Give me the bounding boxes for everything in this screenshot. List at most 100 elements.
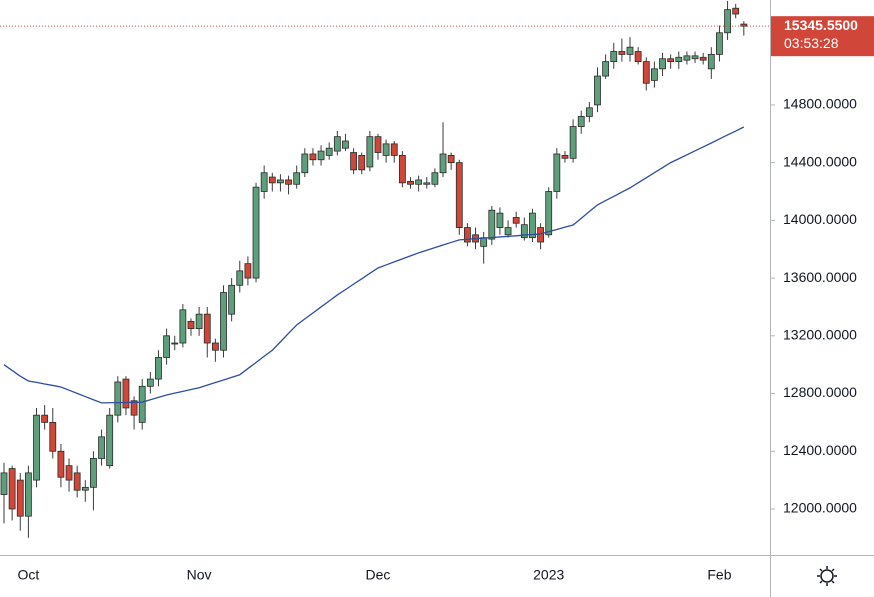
- candle-body: [610, 51, 618, 63]
- candle-body: [179, 309, 187, 344]
- settings-icon[interactable]: [817, 566, 837, 586]
- candle-body: [407, 180, 414, 185]
- candle-body: [0, 472, 8, 495]
- candle-body: [171, 342, 179, 345]
- candle-body: [602, 61, 610, 77]
- candle-body: [699, 56, 707, 61]
- y-tick-label: 12800.0000: [783, 384, 857, 400]
- candle-body: [81, 486, 89, 491]
- candle-body: [187, 320, 195, 329]
- candle-body: [195, 313, 203, 329]
- candle-body: [642, 61, 650, 84]
- candle-body: [301, 153, 309, 174]
- y-tick-label: 13600.0000: [783, 269, 857, 285]
- candle-body: [122, 378, 130, 409]
- candle-body: [553, 153, 561, 192]
- x-tick-label: 2023: [533, 567, 564, 583]
- candle-body: [431, 172, 439, 185]
- candle-body: [707, 54, 715, 70]
- candle-body: [277, 179, 284, 184]
- candle-body: [659, 58, 666, 70]
- y-tick-label: 14800.0000: [783, 96, 857, 112]
- candle-body: [90, 458, 97, 488]
- candle-body: [155, 357, 162, 380]
- candle-body: [447, 155, 455, 164]
- candle-body: [488, 209, 496, 240]
- candle-body: [358, 155, 366, 171]
- candle-body: [512, 217, 520, 224]
- candle-body: [561, 155, 569, 159]
- candle-body: [33, 414, 40, 481]
- candle-body: [73, 472, 81, 491]
- candle-body: [342, 140, 349, 149]
- candle-body: [293, 172, 301, 185]
- candle-body: [398, 155, 406, 184]
- candle-body: [138, 385, 146, 423]
- candle-body: [41, 414, 49, 423]
- candle-body: [683, 55, 691, 61]
- y-tick-label: 13200.0000: [783, 327, 857, 343]
- candle-body: [309, 153, 317, 161]
- candle-body: [350, 152, 357, 171]
- candle-body: [366, 136, 374, 168]
- candle-body: [716, 32, 723, 55]
- x-tick-label: Nov: [187, 567, 212, 583]
- y-tick-label: 12400.0000: [783, 442, 857, 458]
- candle-body: [333, 136, 341, 152]
- x-tick-label: Dec: [366, 567, 391, 583]
- candle-body: [626, 46, 634, 55]
- candle-body: [740, 23, 748, 27]
- last-price-label: 15345.5500: [784, 17, 858, 33]
- candle-body: [496, 212, 504, 228]
- candle-body: [49, 421, 57, 452]
- candle-body: [317, 150, 325, 161]
- countdown-label: 03:53:28: [784, 35, 839, 51]
- candle-body: [57, 450, 65, 478]
- candle-body: [594, 75, 601, 106]
- candle-body: [220, 292, 227, 351]
- candle-body: [252, 186, 260, 279]
- candle-body: [520, 224, 528, 239]
- candle-body: [146, 378, 154, 387]
- candle-body: [130, 400, 138, 416]
- y-tick-label: 12000.0000: [783, 500, 857, 516]
- candle-body: [24, 472, 32, 517]
- candle-body: [577, 116, 585, 127]
- candle-body: [16, 479, 24, 517]
- y-tick-label: 14400.0000: [783, 153, 857, 169]
- candle-body: [504, 227, 512, 236]
- candle-body: [569, 126, 577, 159]
- candle-body: [285, 179, 292, 185]
- candle-body: [374, 136, 382, 153]
- candle-body: [675, 56, 683, 63]
- candle-body: [390, 143, 398, 156]
- candle-body: [98, 436, 105, 459]
- candle-body: [724, 9, 731, 34]
- candle-body: [423, 182, 431, 185]
- candle-body: [439, 153, 447, 174]
- candle-body: [8, 468, 16, 510]
- candle-body: [163, 335, 171, 358]
- candle-body: [691, 55, 699, 60]
- candle-body: [228, 284, 236, 315]
- last-price-box: [771, 16, 874, 57]
- candle-body: [634, 51, 642, 63]
- y-tick-label: 14000.0000: [783, 211, 857, 227]
- x-tick-label: Oct: [17, 567, 39, 583]
- candle-body: [537, 227, 544, 243]
- candle-body: [211, 342, 219, 351]
- candle-body: [480, 237, 488, 247]
- candle-body: [65, 465, 73, 481]
- candle-body: [585, 107, 593, 117]
- candle-body: [106, 414, 114, 467]
- candle-body: [325, 147, 333, 156]
- candle-body: [244, 263, 252, 279]
- candle-body: [260, 172, 268, 192]
- candle-body: [236, 270, 244, 286]
- candle-body: [203, 313, 211, 344]
- candle-body: [455, 162, 463, 228]
- moving-average-line: [3, 126, 745, 404]
- candle-body: [415, 179, 423, 185]
- candle-body: [732, 7, 740, 15]
